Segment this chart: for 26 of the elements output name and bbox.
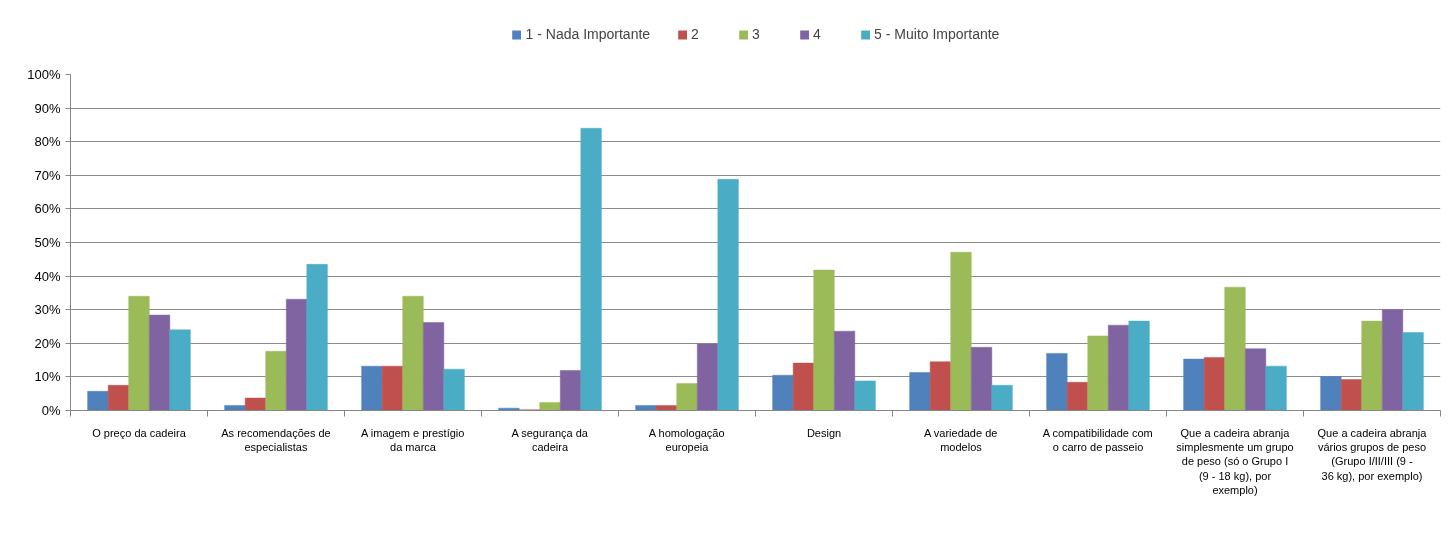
y-tick-label: 0%: [41, 403, 61, 418]
y-tick-label: 90%: [34, 100, 61, 116]
y-tick-label: 70%: [34, 167, 61, 183]
x-tick-label: A imagem e prestígio da marca: [361, 426, 465, 453]
x-tick-label: A homologação europeia: [648, 426, 725, 453]
y-tick-label: 100%: [27, 67, 61, 82]
x-tick-label: O preço da cadeira: [92, 426, 187, 439]
x-tick-label: Design: [806, 426, 842, 439]
x-tick-label: Que a cadeira abranja vários grupos de peso (Grupo I/II/III (9 - 36 kg), por exemplo): [1317, 426, 1428, 482]
y-tick-label: 60%: [34, 201, 61, 217]
legend-label: 4: [813, 26, 822, 42]
legend-label: 2: [691, 26, 700, 42]
x-tick-label: A compatibilidade com o carro de passeio: [1042, 426, 1153, 453]
legend-label: 1 - Nada Importante: [525, 26, 651, 42]
y-tick-label: 20%: [34, 335, 61, 351]
y-tick-label: 50%: [34, 235, 61, 250]
x-tick-label: As recomendações de especialistas: [221, 426, 331, 453]
legend-label: 3: [752, 26, 761, 42]
x-tick-label: A segurança da cadeira: [511, 426, 589, 453]
x-tick-label: Que a cadeira abranja simplesmente um grupo de peso (só o Grupo I (9 - 18 kg), por exemplo): [1176, 426, 1294, 497]
y-tick-label: 10%: [34, 369, 61, 385]
x-tick-label: A variedade de modelos: [924, 426, 998, 453]
y-tick-label: 30%: [34, 302, 61, 318]
legend-label: 5 - Muito Importante: [874, 26, 1000, 42]
y-tick-label: 80%: [34, 134, 61, 150]
y-tick-label: 40%: [34, 268, 61, 284]
